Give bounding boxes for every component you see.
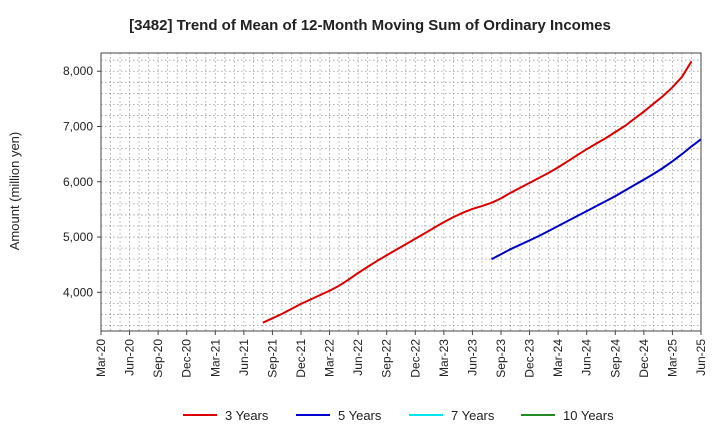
x-tick-label: Dec-22: [408, 339, 422, 378]
x-tick-label: Sep-21: [265, 339, 279, 378]
x-tick-label: Sep-20: [151, 339, 165, 378]
x-tick-label: Sep-22: [380, 339, 394, 378]
y-tick-label: 5,000: [63, 230, 93, 244]
x-tick-label: Sep-24: [608, 339, 622, 378]
x-tick-label: Jun-24: [580, 339, 594, 376]
legend-label: 10 Years: [563, 408, 614, 423]
plot-area: [100, 52, 702, 332]
grid: [101, 53, 701, 331]
x-tick-label: Mar-23: [437, 339, 451, 377]
series-line-3-years: [262, 60, 693, 324]
x-tick-label: Sep-23: [494, 339, 508, 378]
y-tick-label: 4,000: [63, 285, 93, 299]
chart-title: [3482] Trend of Mean of 12-Month Moving …: [129, 17, 611, 34]
legend-label: 7 Years: [451, 408, 495, 423]
x-tick-label: Mar-22: [323, 339, 337, 377]
x-tick-label: Mar-21: [208, 339, 222, 377]
legend-label: 3 Years: [225, 408, 269, 423]
x-tick-label: Mar-20: [94, 339, 108, 377]
y-tick-label: 8,000: [63, 64, 93, 78]
y-axis-label: Amount (million yen): [7, 132, 22, 251]
x-tick-label: Jun-21: [237, 339, 251, 376]
y-tick-label: 7,000: [63, 120, 93, 134]
x-tick-label: Dec-23: [523, 339, 537, 378]
y-axis-ticks: 4,000 5,000 6,000 7,000 8,000: [63, 64, 101, 299]
x-axis-ticks: Mar-20 Jun-20 Sep-20 Dec-20 Mar-21 Jun-21 Sep-…: [94, 331, 708, 378]
series-lines: [262, 60, 702, 324]
x-tick-label: Mar-25: [665, 339, 679, 377]
series-line-5-years: [491, 138, 702, 261]
x-tick-label: Jun-23: [465, 339, 479, 376]
y-tick-label: 6,000: [63, 175, 93, 189]
x-tick-label: Mar-24: [551, 339, 565, 377]
legend-label: 5 Years: [338, 408, 382, 423]
x-tick-label: Dec-24: [637, 339, 651, 378]
x-tick-label: Dec-20: [180, 339, 194, 378]
x-tick-label: Jun-22: [351, 339, 365, 376]
x-tick-label: Jun-25: [694, 339, 708, 376]
x-tick-label: Jun-20: [123, 339, 137, 376]
x-tick-label: Dec-21: [294, 339, 308, 378]
legend: 3 Years 5 Years 7 Years 10 Years: [183, 408, 614, 423]
